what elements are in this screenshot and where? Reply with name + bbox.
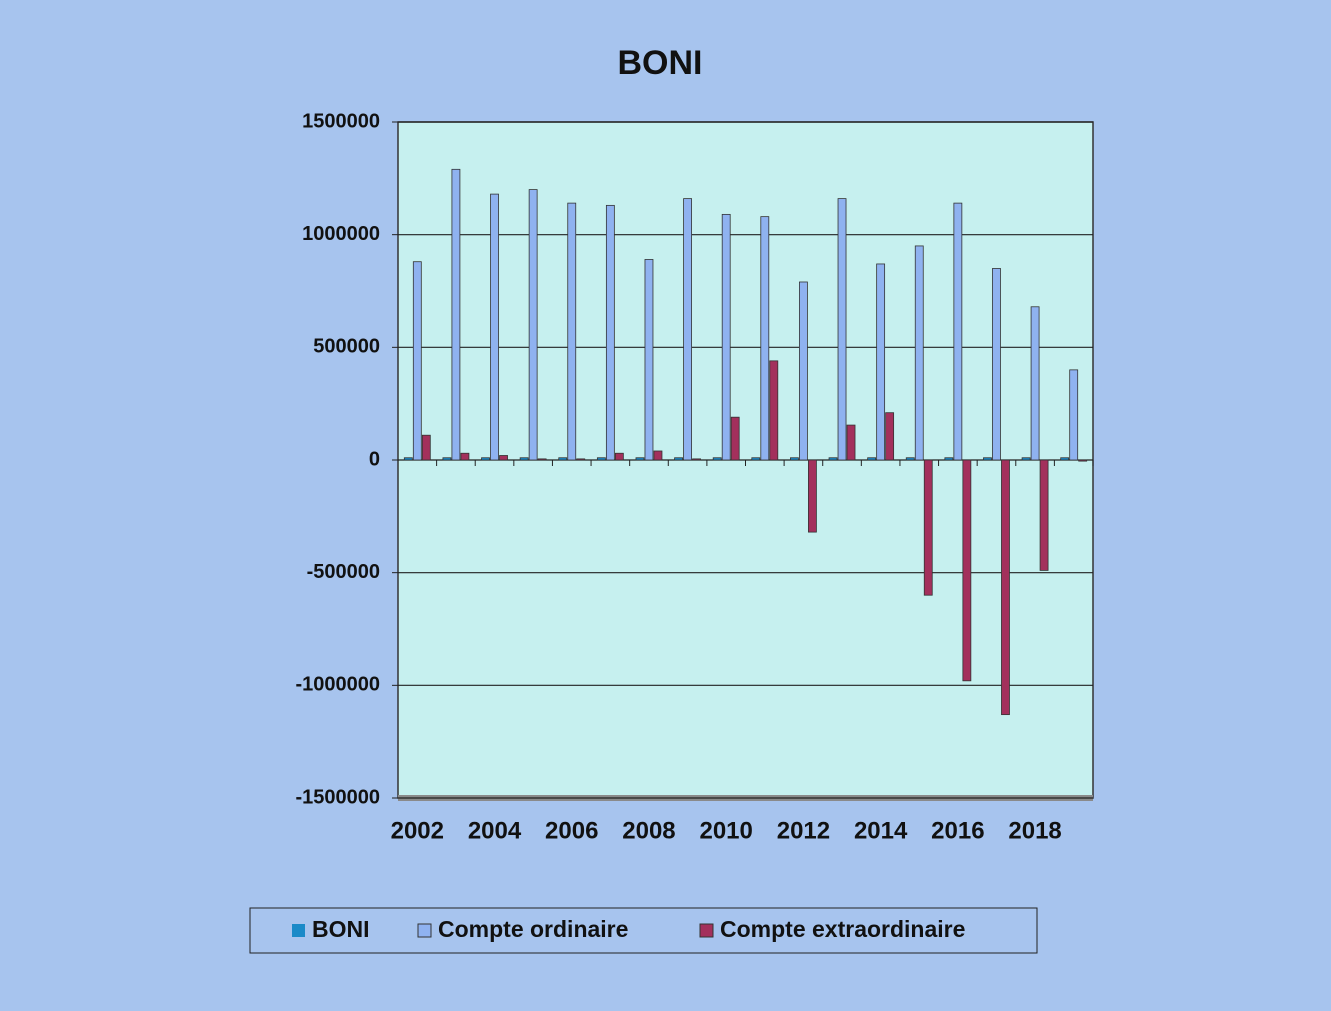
legend-swatch [699,923,714,938]
y-tick-label: 1500000 [302,110,380,132]
x-tick-label: 2010 [699,817,752,844]
bar [992,268,1001,461]
bar [490,193,499,461]
bar [760,216,770,461]
x-tick-label: 2006 [545,817,598,844]
y-tick-label: -1500000 [295,786,380,808]
legend-label: Compte ordinaire [438,916,628,942]
y-tick-label: -500000 [307,561,380,583]
bar [451,168,461,461]
bar [635,457,645,461]
bar [983,457,992,461]
bar [1001,459,1010,716]
y-tick-label: 500000 [313,336,380,358]
bar [808,459,817,533]
bar [885,412,895,461]
bar [576,458,586,461]
bar [421,434,431,461]
bar [653,450,663,461]
y-tick-label: -1000000 [295,674,380,696]
bar [1060,457,1070,461]
bar [403,457,413,461]
bar [481,457,490,461]
bar [528,189,538,461]
chart-title: BONI [618,44,703,82]
bar [1021,457,1031,461]
bar [837,198,847,461]
bar [914,245,924,461]
bar [537,458,547,461]
bar [828,457,838,461]
bar [751,457,761,461]
bar [644,259,654,461]
y-tick-label: 1000000 [302,223,380,245]
bar [499,455,508,461]
bar [596,457,606,461]
legend-swatch [417,923,432,938]
x-tick-label: 2016 [931,817,984,844]
bar [412,261,422,461]
bar [721,213,731,461]
x-tick-label: 2008 [622,817,675,844]
bar [730,416,740,461]
bar [1069,369,1079,461]
bar [558,457,568,461]
bar [692,458,701,461]
bar [567,202,577,461]
bar [1039,459,1049,571]
bar [769,360,779,461]
bar [944,457,954,461]
bar [962,459,972,682]
x-tick-label: 2002 [391,817,444,844]
bar [460,452,470,461]
legend-box [249,907,1038,954]
bar [867,457,877,461]
y-tick-label: 0 [369,448,380,470]
bar [614,452,624,461]
bar [674,457,683,461]
x-tick-label: 2012 [777,817,830,844]
legend-swatch [292,924,305,937]
x-tick-label: 2018 [1008,817,1061,844]
bar [683,198,692,461]
bar [605,204,615,461]
bar [923,459,933,596]
bar [442,457,452,461]
bar [799,281,808,461]
bar [519,457,529,461]
bar [905,457,915,461]
bar [1030,306,1040,461]
bar [712,457,722,461]
bar [790,457,799,461]
bar [846,424,856,461]
bar [876,263,886,461]
x-tick-label: 2014 [854,817,908,844]
legend-label: Compte extraordinaire [720,916,965,942]
x-tick-label: 2004 [468,817,522,844]
bar [1078,459,1088,462]
bar [953,202,963,461]
legend-label: BONI [312,916,370,942]
